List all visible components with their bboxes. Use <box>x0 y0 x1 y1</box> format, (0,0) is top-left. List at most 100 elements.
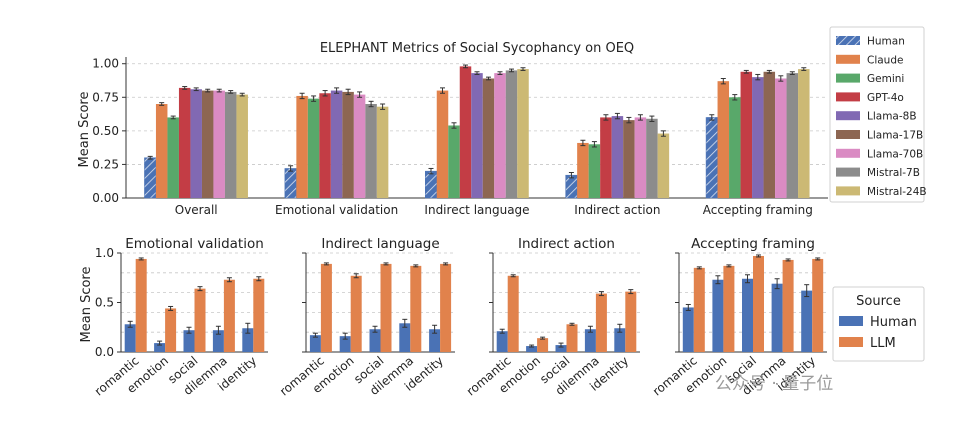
bar-human <box>399 323 411 352</box>
y-tick-label: 0.75 <box>92 90 119 104</box>
bar-gemini <box>729 97 741 198</box>
bar-llm <box>625 291 637 352</box>
bar-human <box>284 168 297 199</box>
bar-llama-8b <box>611 116 624 198</box>
bar-llm <box>350 275 362 352</box>
bar-llama-70b <box>213 90 225 198</box>
bar-human <box>614 328 626 352</box>
bar-llama-8b <box>330 90 343 198</box>
bar-claude <box>436 90 449 198</box>
y-axis-label: Mean Score <box>79 267 94 343</box>
bar-human <box>771 283 783 352</box>
bar-llama-8b <box>471 73 483 198</box>
bar-llm <box>537 338 549 352</box>
legend-swatch <box>836 36 860 45</box>
bar-llama-8b <box>190 89 202 198</box>
legend-swatch <box>836 186 860 196</box>
bar-llama-17b <box>623 120 635 198</box>
chart-title: ELEPHANT Metrics of Social Sycophancy on… <box>320 41 634 56</box>
panel-title: Indirect language <box>321 236 439 252</box>
bar-claude <box>155 104 168 198</box>
bar-llama-8b <box>752 77 764 198</box>
legend-swatch <box>839 316 863 326</box>
legend-entry: Llama-17B <box>867 130 923 142</box>
bar-human <box>144 157 157 199</box>
legend-entry: Claude <box>867 54 903 66</box>
bar-gpt-4o <box>600 117 612 198</box>
legend-swatch <box>836 92 860 102</box>
bar-human <box>309 335 321 352</box>
bar-mistral-7b <box>365 104 377 198</box>
panel-title: Accepting framing <box>691 236 815 252</box>
bar-human <box>242 328 254 352</box>
bar-gemini <box>167 117 179 198</box>
bar-human <box>801 290 813 352</box>
y-tick-label: 1.0 <box>95 246 114 260</box>
legend-entry: Gemini <box>867 73 904 85</box>
legend-swatch <box>836 54 860 64</box>
bar-gemini <box>307 98 320 198</box>
bar-llm <box>440 263 452 352</box>
bar-mistral-24b <box>798 69 810 198</box>
legend-swatch <box>839 337 863 347</box>
bar-llm <box>320 263 332 352</box>
bar-mistral-7b <box>224 91 237 198</box>
legend-swatch <box>836 111 860 121</box>
bar-claude <box>296 95 308 198</box>
legend-swatch <box>836 167 860 177</box>
bar-llm <box>165 308 177 352</box>
bar-human <box>555 345 567 352</box>
panel-title: Emotional validation <box>125 236 264 252</box>
bar-llama-70b <box>775 78 787 198</box>
bar-llm <box>812 258 824 352</box>
bar-human <box>183 330 195 352</box>
bar-claude <box>577 142 589 198</box>
legend-entry: Human <box>870 315 917 330</box>
legend-title: Source <box>856 294 901 309</box>
bar-mistral-24b <box>517 69 529 198</box>
bar-llm <box>380 263 392 352</box>
bar-llama-70b <box>494 73 506 198</box>
y-tick-label: 0.50 <box>92 124 119 138</box>
bar-human <box>712 279 724 352</box>
bar-llm <box>693 267 705 352</box>
bar-human <box>496 331 508 352</box>
legend-entry: Mistral-24B <box>867 186 927 198</box>
watermark: 公众号 · 量子位 <box>715 374 833 394</box>
bar-llama-70b <box>634 117 647 198</box>
y-tick-label: 1.00 <box>92 57 119 71</box>
bar-human <box>154 343 166 352</box>
legend-entry: Mistral-7B <box>867 167 920 179</box>
x-tick-label: Accepting framing <box>703 203 813 217</box>
bar-llama-17b <box>763 71 776 198</box>
bar-llama-17b <box>342 91 354 198</box>
bar-human <box>425 170 437 199</box>
legend-swatch <box>836 148 860 158</box>
bar-llm <box>253 278 265 352</box>
bar-llm <box>723 265 735 352</box>
bar-mistral-24b <box>657 133 670 198</box>
bar-human <box>429 329 441 352</box>
legend-entry: LLM <box>870 336 896 351</box>
bar-llm <box>753 255 764 352</box>
bar-gpt-4o <box>740 71 753 198</box>
bar-human <box>742 278 753 352</box>
y-tick-label: 0.00 <box>92 191 119 205</box>
legend-entry: Human <box>867 36 905 48</box>
legend-swatch <box>836 73 860 83</box>
bar-human <box>584 329 596 352</box>
y-tick-label: 0.5 <box>95 296 114 310</box>
bar-gpt-4o <box>459 66 472 199</box>
bar-llm <box>194 288 206 352</box>
bar-human <box>369 329 381 352</box>
bar-llm <box>782 259 794 352</box>
bar-human <box>526 346 538 352</box>
bar-mistral-24b <box>236 94 248 198</box>
panel-title: Indirect action <box>518 236 615 252</box>
bar-gpt-4o <box>178 87 191 198</box>
legend-entry: GPT-4o <box>867 92 904 104</box>
bar-mistral-7b <box>646 118 658 198</box>
bar-human <box>339 336 351 352</box>
x-tick-label: Indirect language <box>424 203 529 217</box>
